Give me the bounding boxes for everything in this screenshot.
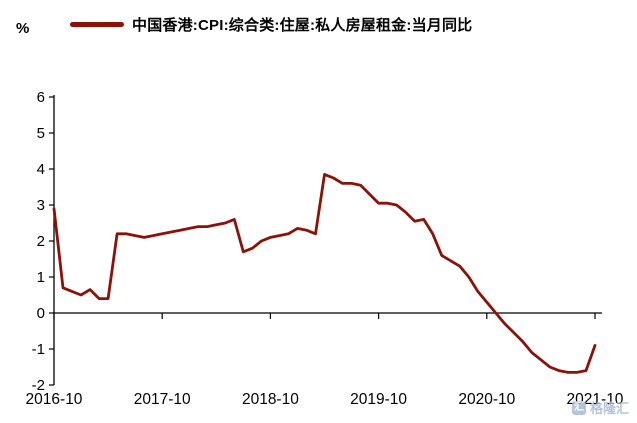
y-axis-unit-label: % bbox=[16, 20, 30, 37]
y-tick-label: -1 bbox=[32, 341, 45, 358]
y-tick-label: 6 bbox=[37, 89, 45, 106]
watermark-text: 格隆汇 bbox=[589, 401, 629, 416]
x-tick-label: 2019-10 bbox=[350, 391, 407, 408]
y-tick-label: -2 bbox=[32, 377, 45, 394]
y-tick-label: 4 bbox=[37, 161, 45, 178]
x-tick-label: 2018-10 bbox=[242, 391, 299, 408]
legend-line-swatch bbox=[70, 22, 124, 27]
x-tick-label: 2020-10 bbox=[458, 391, 515, 408]
watermark-logo-icon: 汇 bbox=[571, 400, 586, 415]
y-tick-label: 0 bbox=[37, 305, 45, 322]
x-tick-label: 2017-10 bbox=[134, 391, 191, 408]
y-tick-label: 1 bbox=[37, 269, 45, 286]
watermark: 汇 格隆汇 bbox=[571, 398, 629, 417]
x-tick-label: 2016-10 bbox=[26, 391, 83, 408]
y-tick-label: 2 bbox=[37, 233, 45, 250]
y-tick-label: 5 bbox=[37, 125, 45, 142]
legend: 中国香港:CPI:综合类:住屋:私人房屋租金:当月同比 bbox=[70, 14, 472, 35]
legend-label: 中国香港:CPI:综合类:住屋:私人房屋租金:当月同比 bbox=[132, 17, 473, 34]
series-line-private-rent-yoy bbox=[52, 172, 597, 374]
y-tick-label: 3 bbox=[37, 197, 45, 214]
